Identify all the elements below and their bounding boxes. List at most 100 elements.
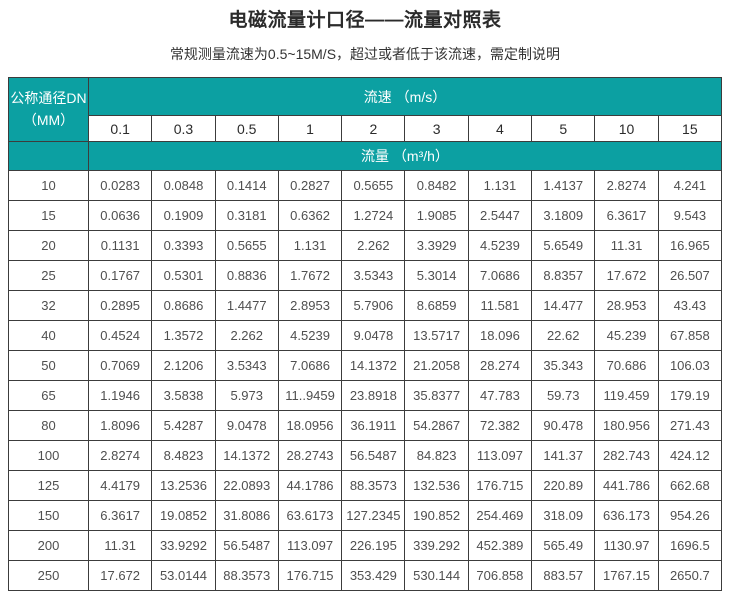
flow-value-cell: 0.1767 — [87, 260, 153, 291]
flow-value-cell: 11.31 — [87, 530, 153, 561]
velocity-unit-header: 流速 （m/s） — [88, 77, 722, 116]
velocity-values-row: 0.1 0.3 0.5 1 2 3 4 5 10 15 — [9, 115, 723, 142]
flow-value-cell: 22.0893 — [214, 470, 279, 501]
flow-value-cell: 45.239 — [594, 320, 659, 351]
flow-value-cell: 1.3572 — [151, 320, 216, 351]
flow-value-cell: 5.6549 — [531, 230, 596, 261]
flow-value-cell: 176.715 — [467, 470, 533, 501]
flow-value-cell: 21.2058 — [404, 350, 469, 381]
flow-value-cell: 954.26 — [657, 500, 723, 531]
flow-value-cell: 2.8274 — [594, 170, 659, 201]
dn-value-cell: 50 — [8, 350, 89, 381]
velocity-value-cell: 10 — [594, 115, 659, 142]
flow-value-cell: 18.0956 — [277, 410, 343, 441]
flow-value-cell: 1.9085 — [404, 200, 469, 231]
flow-value-cell: 1.131 — [277, 230, 343, 261]
flow-value-cell: 2.8953 — [277, 290, 343, 321]
dn-value-cell: 80 — [8, 410, 89, 441]
flow-value-cell: 2.5447 — [467, 200, 533, 231]
flow-value-cell: 4.241 — [657, 170, 723, 201]
dn-value-cell: 150 — [8, 500, 89, 531]
flow-value-cell: 1130.97 — [594, 530, 659, 561]
flow-value-cell: 63.6173 — [277, 500, 343, 531]
flow-value-cell: 11..9459 — [277, 380, 343, 411]
flow-value-cell: 43.43 — [657, 290, 723, 321]
flow-value-cell: 9.543 — [657, 200, 723, 231]
corner-header-line2: （MM） — [22, 111, 75, 128]
flow-value-cell: 67.858 — [657, 320, 723, 351]
flow-value-cell: 3.3929 — [404, 230, 469, 261]
flow-value-cell: 23.8918 — [341, 380, 406, 411]
flow-value-cell: 13.5717 — [404, 320, 469, 351]
flow-value-cell: 0.1909 — [151, 200, 216, 231]
table-row: 15 0.0636 0.1909 0.3181 0.6362 1.2724 1.9085 2.… — [8, 200, 723, 231]
flow-value-cell: 271.43 — [657, 410, 723, 441]
flow-value-cell: 339.292 — [404, 530, 469, 561]
flow-value-cell: 19.0852 — [151, 500, 216, 531]
flow-value-cell: 0.7069 — [87, 350, 153, 381]
flow-value-cell: 0.3393 — [151, 230, 216, 261]
flow-value-cell: 5.7906 — [341, 290, 406, 321]
dn-value-cell: 20 — [8, 230, 89, 261]
flow-value-cell: 0.0848 — [151, 170, 216, 201]
corner-header-line1: 公称通径DN — [10, 89, 87, 106]
flow-value-cell: 17.672 — [594, 260, 659, 291]
velocity-value-cell: 3 — [404, 115, 469, 142]
flow-value-cell: 530.144 — [404, 560, 469, 591]
velocity-value-cell: 1 — [277, 115, 343, 142]
flow-value-cell: 26.507 — [657, 260, 723, 291]
flow-value-cell: 16.965 — [657, 230, 723, 261]
flow-table-body: 10 0.0283 0.0848 0.1414 0.2827 0.5655 0.8482 1.… — [8, 170, 723, 591]
dn-value-cell: 200 — [8, 530, 89, 561]
flow-value-cell: 1696.5 — [657, 530, 723, 561]
flow-value-cell: 0.3181 — [214, 200, 279, 231]
dn-value-cell: 65 — [8, 380, 89, 411]
flow-value-cell: 662.68 — [657, 470, 723, 501]
flow-value-cell: 56.5487 — [214, 530, 279, 561]
flow-value-cell: 9.0478 — [214, 410, 279, 441]
table-row: 150 6.3617 19.0852 31.8086 63.6173 127.2345 19… — [8, 500, 723, 531]
flow-value-cell: 106.03 — [657, 350, 723, 381]
flow-value-cell: 56.5487 — [341, 440, 406, 471]
flow-value-cell: 88.3573 — [214, 560, 279, 591]
flow-value-cell: 282.743 — [594, 440, 659, 471]
flow-value-cell: 706.858 — [467, 560, 533, 591]
flow-value-cell: 36.1911 — [341, 410, 406, 441]
velocity-value-cell: 0.5 — [214, 115, 279, 142]
flow-comparison-table: 公称通径DN （MM） 流速 （m/s） 0.1 0.3 0.5 1 2 3 4… — [8, 77, 723, 591]
flow-value-cell: 220.89 — [531, 470, 596, 501]
flow-value-cell: 14.1372 — [341, 350, 406, 381]
flow-value-cell: 2.262 — [214, 320, 279, 351]
flow-value-cell: 90.478 — [531, 410, 596, 441]
velocity-header-row: 公称通径DN （MM） 流速 （m/s） — [8, 77, 722, 142]
flow-value-cell: 7.0686 — [277, 350, 343, 381]
flow-value-cell: 0.8482 — [404, 170, 469, 201]
flow-value-cell: 5.3014 — [404, 260, 469, 291]
flow-value-cell: 1767.15 — [594, 560, 659, 591]
flow-value-cell: 1.131 — [467, 170, 533, 201]
flow-value-cell: 318.09 — [531, 500, 596, 531]
flow-value-cell: 0.8686 — [151, 290, 216, 321]
flow-value-cell: 0.0636 — [87, 200, 153, 231]
flow-value-cell: 176.715 — [277, 560, 343, 591]
flow-value-cell: 132.536 — [404, 470, 469, 501]
flow-value-cell: 11.581 — [467, 290, 533, 321]
flow-value-cell: 141.37 — [531, 440, 596, 471]
flow-value-cell: 1.4137 — [531, 170, 596, 201]
flow-value-cell: 18.096 — [467, 320, 533, 351]
flow-value-cell: 5.973 — [214, 380, 279, 411]
flow-value-cell: 59.73 — [531, 380, 596, 411]
flow-value-cell: 13.2536 — [151, 470, 216, 501]
flow-value-cell: 54.2867 — [404, 410, 469, 441]
flow-value-cell: 0.5655 — [341, 170, 406, 201]
flow-value-cell: 44.1786 — [277, 470, 343, 501]
flow-value-cell: 0.0283 — [87, 170, 153, 201]
flow-value-cell: 3.5343 — [341, 260, 406, 291]
flow-value-cell: 17.672 — [87, 560, 153, 591]
table-row: 32 0.2895 0.8686 1.4477 2.8953 5.7906 8.6859 11… — [8, 290, 723, 321]
flow-value-cell: 0.4524 — [87, 320, 153, 351]
dn-value-cell: 40 — [8, 320, 89, 351]
flow-value-cell: 88.3573 — [341, 470, 406, 501]
table-row: 125 4.4179 13.2536 22.0893 44.1786 88.3573 132… — [8, 470, 723, 501]
flow-value-cell: 0.5655 — [214, 230, 279, 261]
